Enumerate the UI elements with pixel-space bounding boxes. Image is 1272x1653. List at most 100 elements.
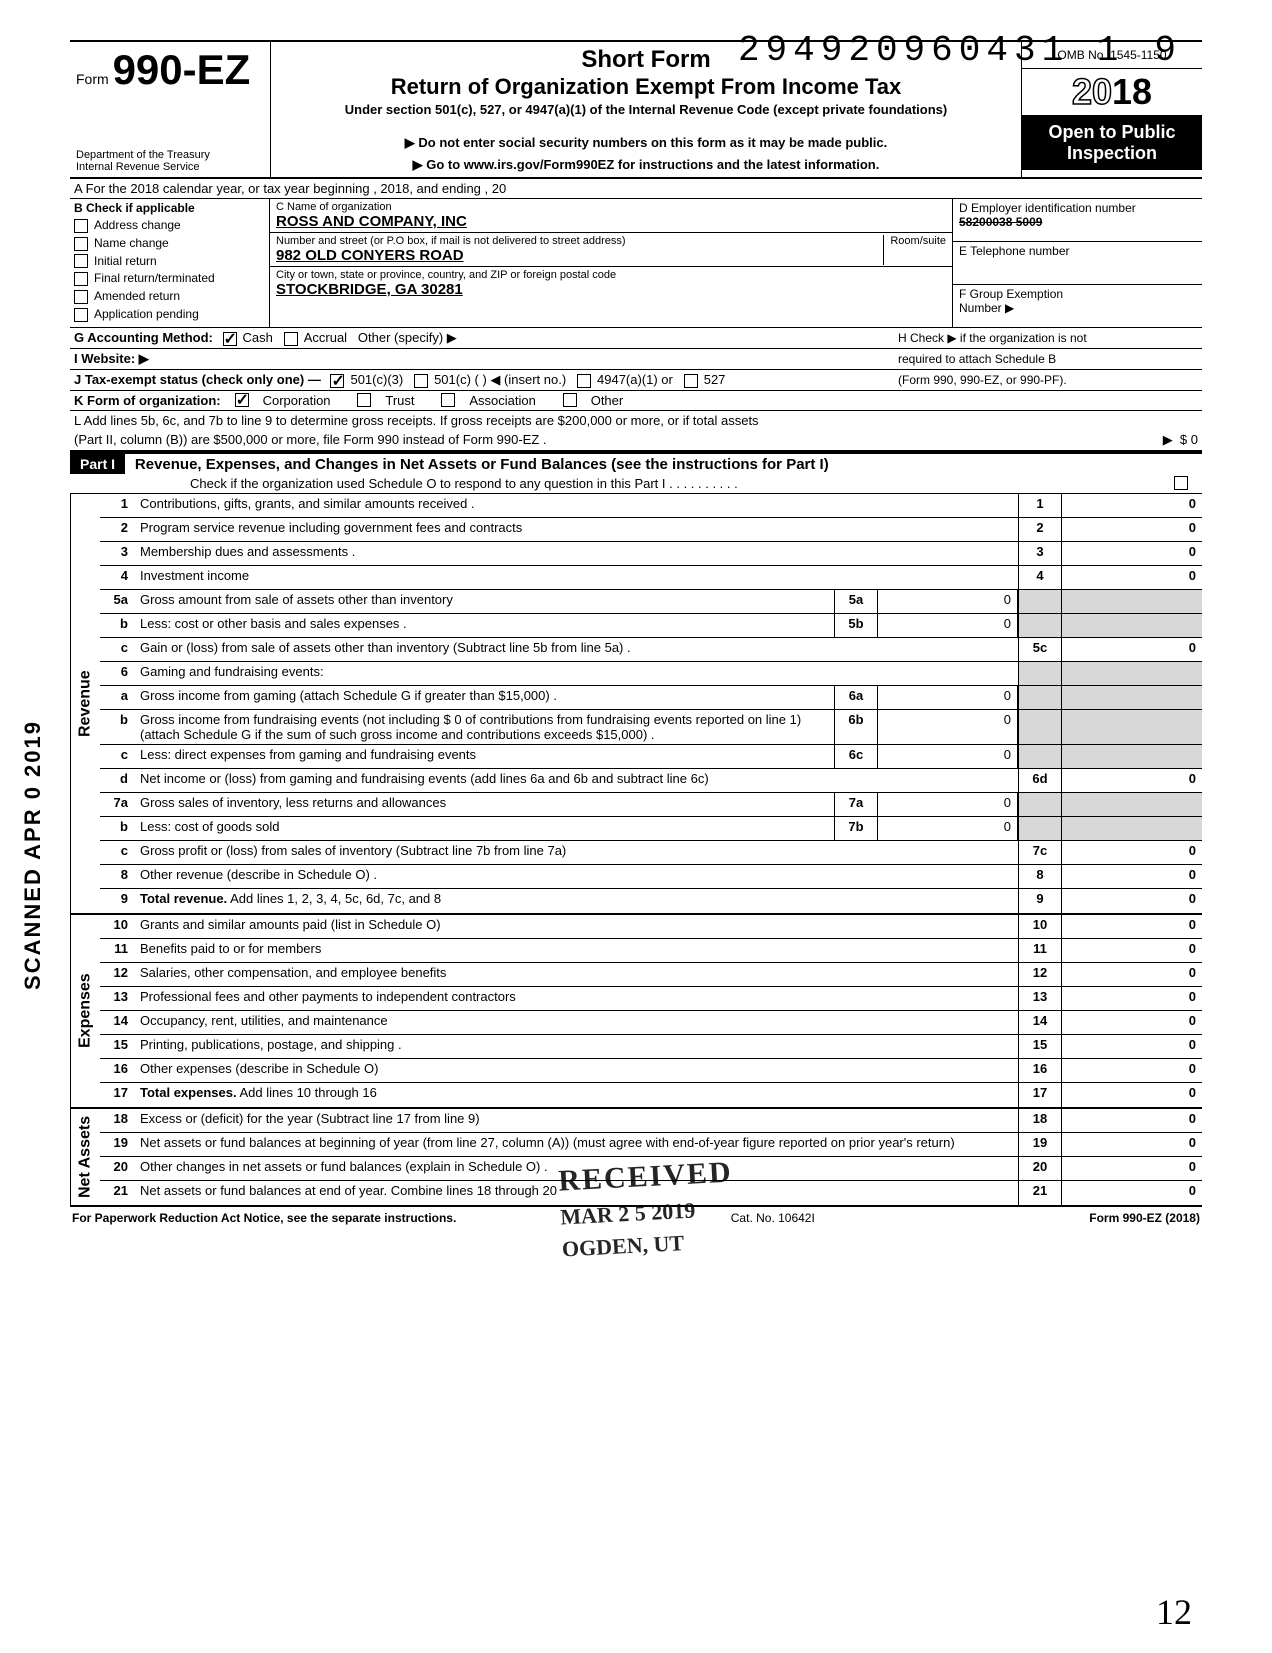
tel-label: E Telephone number [959,244,1196,258]
row-right-val: 0 [1062,638,1202,661]
handwritten-pagenum: 12 [1156,1591,1192,1633]
row-right-val: 0 [1062,1133,1202,1156]
form-row: bGross income from fundraising events (n… [100,710,1202,745]
line-k: K Form of organization: Corporation Trus… [70,391,1202,411]
ein-label: D Employer identification number [959,201,1196,215]
form-prefix: Form [76,71,109,87]
cb-4947[interactable] [577,374,591,388]
line-k-label: K Form of organization: [74,393,221,408]
cb-application-pending[interactable]: Application pending [74,307,265,322]
row-right-val: 0 [1062,1181,1202,1205]
header-left: Form 990-EZ Department of the Treasury I… [70,42,270,177]
row-right-num: 21 [1018,1181,1062,1205]
cb-501c3[interactable] [330,374,344,388]
row-desc: Excess or (deficit) for the year (Subtra… [136,1109,1018,1132]
row-mid-num: 6c [834,745,878,768]
group-exemption-cell: F Group Exemption Number ▶ [953,285,1202,327]
form-row: 8Other revenue (describe in Schedule O) … [100,865,1202,889]
tax-year: 2018 [1022,69,1202,116]
row-right-num: 2 [1018,518,1062,541]
cb-trust[interactable] [357,393,371,407]
revenue-label: Revenue [70,494,100,913]
cb-527[interactable] [684,374,698,388]
row-right-num: 12 [1018,963,1062,986]
form-row: cGross profit or (loss) from sales of in… [100,841,1202,865]
row-desc: Benefits paid to or for members [136,939,1018,962]
row-right-num: 9 [1018,889,1062,913]
row-desc: Gross income from fundraising events (no… [136,710,834,744]
row-number: c [100,638,136,661]
cb-association[interactable] [441,393,455,407]
row-mid-val: 0 [878,590,1018,613]
ein-value: 58200038 5009 [959,215,1196,229]
row-right-val: 0 [1062,769,1202,792]
line-a: A For the 2018 calendar year, or tax yea… [70,179,1202,199]
row-desc: Less: direct expenses from gaming and fu… [136,745,834,768]
form-row: 17Total expenses. Add lines 10 through 1… [100,1083,1202,1107]
form-row: aGross income from gaming (attach Schedu… [100,686,1202,710]
cb-final-return[interactable]: Final return/terminated [74,271,265,286]
cb-accrual[interactable] [284,332,298,346]
scanned-stamp: SCANNED APR 0 2019 [20,720,46,990]
row-right-num: 11 [1018,939,1062,962]
stamp-location: OGDEN, UT [561,1227,736,1262]
row-right-val: 0 [1062,865,1202,888]
row-right-num: 17 [1018,1083,1062,1107]
row-mid-num: 7b [834,817,878,840]
form-row: 19Net assets or fund balances at beginni… [100,1133,1202,1157]
row-desc: Membership dues and assessments . [136,542,1018,565]
row-desc: Gross sales of inventory, less returns a… [136,793,834,816]
cb-other-org[interactable] [563,393,577,407]
netassets-label: Net Assets [70,1109,100,1205]
org-name-value: ROSS AND COMPANY, INC [276,213,946,230]
cb-501c[interactable] [414,374,428,388]
row-right-val [1062,686,1202,709]
form-row: cGain or (loss) from sale of assets othe… [100,638,1202,662]
line-g-label: G Accounting Method: [74,330,213,345]
cb-address-change[interactable]: Address change [74,218,265,233]
cb-schedule-o[interactable] [1174,476,1188,490]
row-number: 8 [100,865,136,888]
row-right-num: 8 [1018,865,1062,888]
form-row: 18Excess or (deficit) for the year (Subt… [100,1109,1202,1133]
cb-cash[interactable] [223,332,237,346]
row-right-val [1062,793,1202,816]
row-number: 11 [100,939,136,962]
title-main: Return of Organization Exempt From Incom… [279,74,1013,100]
line-i: I Website: ▶ [74,351,149,367]
form-row: 3Membership dues and assessments .30 [100,542,1202,566]
org-addr-value: 982 OLD CONYERS ROAD [276,247,946,264]
row-right-val [1062,590,1202,613]
row-desc: Net assets or fund balances at end of ye… [136,1181,1018,1205]
cb-initial-return[interactable]: Initial return [74,254,265,269]
section-h: H Check ▶ if the organization is not [898,331,1198,345]
form-row: 2Program service revenue including gover… [100,518,1202,542]
part1-sub-row: Check if the organization used Schedule … [70,474,1202,493]
row-right-num: 13 [1018,987,1062,1010]
form-row: 10Grants and similar amounts paid (list … [100,915,1202,939]
cb-amended-return[interactable]: Amended return [74,289,265,304]
row-desc: Gross profit or (loss) from sales of inv… [136,841,1018,864]
row-right-val [1062,710,1202,744]
row-right-val [1062,662,1202,685]
part1-header: Part I Revenue, Expenses, and Changes in… [70,452,1202,494]
row-right-num: 15 [1018,1035,1062,1058]
row-right-num [1018,614,1062,637]
row-right-num [1018,745,1062,768]
row-number: 10 [100,915,136,938]
part1-label: Part I [70,454,125,474]
open-inspection: Open to Public Inspection [1022,116,1202,170]
row-number: 20 [100,1157,136,1180]
cb-name-change[interactable]: Name change [74,236,265,251]
na-rows: 18Excess or (deficit) for the year (Subt… [100,1109,1202,1205]
row-number: 19 [100,1133,136,1156]
row-number: 13 [100,987,136,1010]
row-right-num: 14 [1018,1011,1062,1034]
row-right-num: 18 [1018,1109,1062,1132]
row-right-num [1018,793,1062,816]
row-right-val: 0 [1062,889,1202,913]
cb-corporation[interactable] [235,393,249,407]
form-row: dNet income or (loss) from gaming and fu… [100,769,1202,793]
row-right-num: 4 [1018,566,1062,589]
row-number: 14 [100,1011,136,1034]
